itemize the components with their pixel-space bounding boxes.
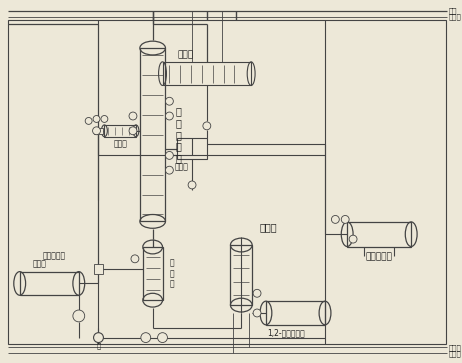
Bar — [143, 247, 163, 300]
Bar — [104, 125, 136, 137]
Circle shape — [141, 333, 151, 343]
Circle shape — [94, 333, 103, 343]
Circle shape — [165, 112, 173, 120]
Text: 共
沸
精
馏
塔: 共 沸 精 馏 塔 — [175, 106, 181, 163]
Text: 原料液储罐: 原料液储罐 — [43, 251, 66, 260]
Bar — [266, 301, 325, 325]
Text: 再
沸
器: 再 沸 器 — [170, 259, 174, 289]
Circle shape — [101, 115, 108, 122]
Text: 冷却水: 冷却水 — [449, 344, 462, 351]
Text: 分液器: 分液器 — [174, 163, 188, 172]
Circle shape — [253, 289, 261, 297]
Circle shape — [158, 333, 167, 343]
Bar — [231, 245, 252, 305]
Bar — [140, 48, 165, 221]
Circle shape — [165, 151, 173, 159]
Bar — [94, 264, 103, 274]
Text: 冷凝水: 冷凝水 — [449, 350, 462, 357]
Circle shape — [331, 216, 339, 223]
Text: 冷却水: 冷却水 — [449, 13, 462, 20]
Bar — [163, 62, 251, 85]
Circle shape — [129, 127, 137, 135]
Circle shape — [188, 181, 196, 189]
Bar — [347, 222, 411, 246]
Text: 冷凝器: 冷凝器 — [177, 50, 194, 60]
Bar — [20, 272, 79, 295]
Circle shape — [93, 115, 100, 122]
Text: 泵: 泵 — [97, 342, 101, 349]
Text: 预热器: 预热器 — [113, 139, 127, 148]
Bar — [177, 138, 207, 159]
Text: 冷却器: 冷却器 — [259, 222, 277, 232]
Text: 蒸汽: 蒸汽 — [449, 7, 458, 14]
Circle shape — [92, 127, 100, 135]
Circle shape — [129, 112, 137, 120]
Circle shape — [203, 122, 211, 130]
Circle shape — [131, 255, 139, 263]
Circle shape — [85, 118, 92, 125]
Text: 共沸液储罐: 共沸液储罐 — [366, 252, 393, 261]
Circle shape — [73, 310, 85, 322]
Circle shape — [341, 216, 349, 223]
Circle shape — [253, 309, 261, 317]
Text: 共沸剂: 共沸剂 — [32, 259, 46, 268]
Bar — [94, 128, 103, 134]
Circle shape — [165, 166, 173, 174]
Circle shape — [349, 235, 357, 243]
Text: 1,2-戊二醇储罐: 1,2-戊二醇储罐 — [267, 328, 304, 337]
Circle shape — [165, 97, 173, 105]
